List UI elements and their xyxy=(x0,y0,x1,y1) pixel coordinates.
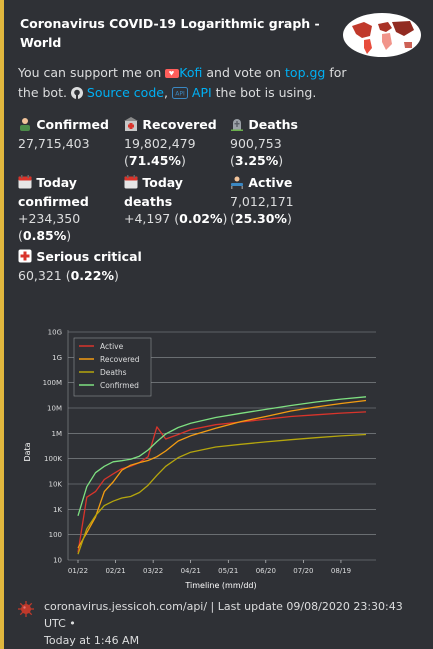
field-today-deaths-pct: 0.02% xyxy=(179,211,223,226)
y-tick-label: 100M xyxy=(43,379,62,387)
field-deaths: Deaths 900,753 (3.25%) xyxy=(230,116,360,169)
field-today-deaths-name: Today deaths xyxy=(124,175,183,209)
field-today-deaths-value: +4,197 xyxy=(124,211,171,226)
chart-ylabel: Data xyxy=(23,442,32,461)
series-line-deaths xyxy=(77,433,367,555)
legend-label: Deaths xyxy=(100,368,127,377)
field-active-name: Active xyxy=(248,175,293,190)
field-serious-pct: 0.22% xyxy=(70,268,114,283)
x-tick-label: 01/22 xyxy=(68,567,88,575)
y-tick-label: 100K xyxy=(44,455,62,463)
hospital-icon xyxy=(124,117,138,135)
virus-icon xyxy=(18,601,34,622)
footer-timestamp: Today at 1:46 AM xyxy=(44,634,140,647)
legend-label: Confirmed xyxy=(100,381,139,390)
y-tick-label: 1M xyxy=(52,430,63,438)
github-icon xyxy=(70,86,83,104)
series-line-active xyxy=(77,411,367,553)
field-today-confirmed: Today confirmed +234,350 (0.85%) xyxy=(18,174,148,244)
field-recovered-name: Recovered xyxy=(142,117,217,132)
y-tick-label: 100 xyxy=(49,531,62,539)
tombstone-icon xyxy=(230,117,244,135)
calendar-icon xyxy=(18,175,32,193)
field-deaths-pct: 3.25% xyxy=(234,153,279,168)
field-confirmed: Confirmed 27,715,403 xyxy=(18,116,148,152)
legend-label: Active xyxy=(100,342,124,351)
field-serious-value: 60,321 xyxy=(18,268,62,283)
y-tick-label: 10K xyxy=(49,481,63,489)
x-tick-label: 03/22 xyxy=(143,567,163,575)
footer-text: coronavirus.jessicoh.com/api/ | Last upd… xyxy=(44,600,403,630)
topgg-link[interactable]: top.gg xyxy=(285,65,326,80)
bed-icon xyxy=(230,175,244,193)
field-active-pct: 25.30% xyxy=(234,211,287,226)
api-icon: API xyxy=(171,86,188,104)
x-tick-label: 08/19 xyxy=(331,567,351,575)
x-tick-label: 05/21 xyxy=(218,567,238,575)
field-today-confirmed-value: +234,350 xyxy=(18,211,81,226)
first-aid-icon xyxy=(18,249,32,267)
y-tick-label: 10G xyxy=(48,329,62,337)
series-line-recovered xyxy=(77,399,367,549)
source-code-link[interactable]: Source code xyxy=(86,85,164,100)
embed-description: You can support me on Kofi and vote on t… xyxy=(18,64,413,104)
field-deaths-value: 900,753 xyxy=(230,136,282,151)
field-active: Active 7,012,171 (25.30%) xyxy=(230,174,360,227)
chart-legend xyxy=(73,337,152,397)
y-tick-label: 10 xyxy=(53,557,62,565)
chart-xlabel: Timeline (mm/dd) xyxy=(184,581,256,590)
field-recovered-value: 19,802,479 xyxy=(124,136,196,151)
field-today-deaths: Today deaths +4,197 (0.02%) xyxy=(124,175,228,226)
field-today-confirmed-name1: Today xyxy=(36,175,77,190)
api-link[interactable]: API xyxy=(191,85,212,100)
field-confirmed-value: 27,715,403 xyxy=(18,136,90,151)
kofi-icon xyxy=(165,66,180,84)
stats-fields: Confirmed 27,715,403 Recovered 19,802,47… xyxy=(18,116,415,283)
embed-title[interactable]: Coronavirus COVID-19 Logarithmic graph -… xyxy=(20,16,320,50)
field-serious-critical: Serious critical 60,321 (0.22%) xyxy=(18,249,142,283)
field-recovered-pct: 71.45% xyxy=(128,153,181,168)
field-today-confirmed-pct: 0.85% xyxy=(22,228,67,243)
x-tick-label: 07/20 xyxy=(293,567,313,575)
series-line-confirmed xyxy=(77,396,367,516)
svg-text:API: API xyxy=(175,91,185,98)
field-active-value: 7,012,171 xyxy=(230,194,294,209)
person-icon xyxy=(18,117,32,135)
world-map-thumbnail[interactable] xyxy=(342,12,422,58)
field-deaths-name: Deaths xyxy=(248,117,298,132)
field-confirmed-name: Confirmed xyxy=(36,117,109,132)
field-today-confirmed-name2: confirmed xyxy=(18,194,89,209)
kofi-link[interactable]: Kofi xyxy=(179,65,203,80)
legend-label: Recovered xyxy=(100,355,140,364)
field-serious-name: Serious critical xyxy=(36,249,142,264)
covid-log-chart[interactable]: 10 100 1K 10K 100K 1M 10M 100M 1G 10G 01/22 02/21 03… xyxy=(18,320,398,595)
x-tick-label: 06/20 xyxy=(256,567,276,575)
x-tick-label: 02/21 xyxy=(105,567,125,575)
y-tick-label: 1G xyxy=(52,354,62,362)
calendar-icon xyxy=(124,175,138,193)
y-tick-label: 10M xyxy=(47,405,62,413)
x-tick-label: 04/21 xyxy=(181,567,201,575)
y-tick-label: 1K xyxy=(53,506,62,514)
field-recovered: Recovered 19,802,479 (71.45%) xyxy=(124,116,254,169)
